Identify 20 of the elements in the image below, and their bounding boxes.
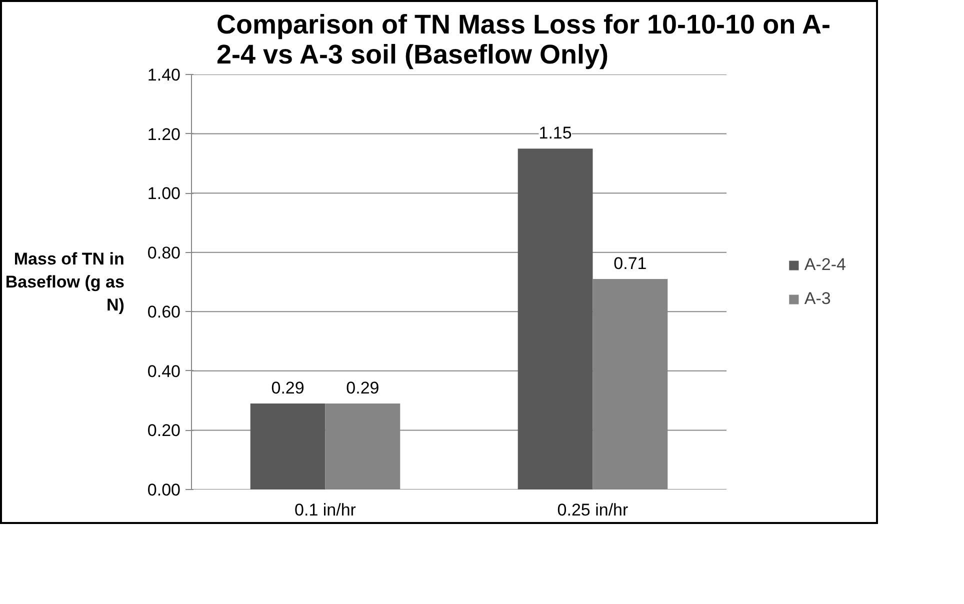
y-tick-label: 0.80 [147,243,181,262]
bar [250,404,326,490]
data-label: 0.71 [614,254,647,274]
data-label: 1.15 [538,124,572,143]
y-tick-label: 0.20 [147,421,181,440]
x-tick-label: 0.1 in/hr [294,500,356,520]
data-label: 0.29 [346,378,380,398]
y-tick-label: 0.00 [147,480,181,500]
legend-label: A-3 [804,288,831,308]
chart-title: Comparison of TN Mass Loss for 10-10-10 on A-2-4 vs A-3 soil (Baseflow Only) [216,10,831,70]
data-label: 0.29 [271,378,304,398]
y-tick-label: 1.00 [147,184,181,204]
y-tick-label: 1.20 [147,124,181,144]
legend-label: A-2-4 [804,254,846,274]
bar [518,148,593,490]
y-tick-label: 0.60 [147,302,181,322]
y-tick-label: 0.40 [147,362,181,381]
y-tick-label: 1.40 [147,66,181,84]
y-axis-title: Mass of TN in Baseflow (g as N) [5,250,124,314]
x-tick-label: 0.25 in/hr [557,500,629,520]
